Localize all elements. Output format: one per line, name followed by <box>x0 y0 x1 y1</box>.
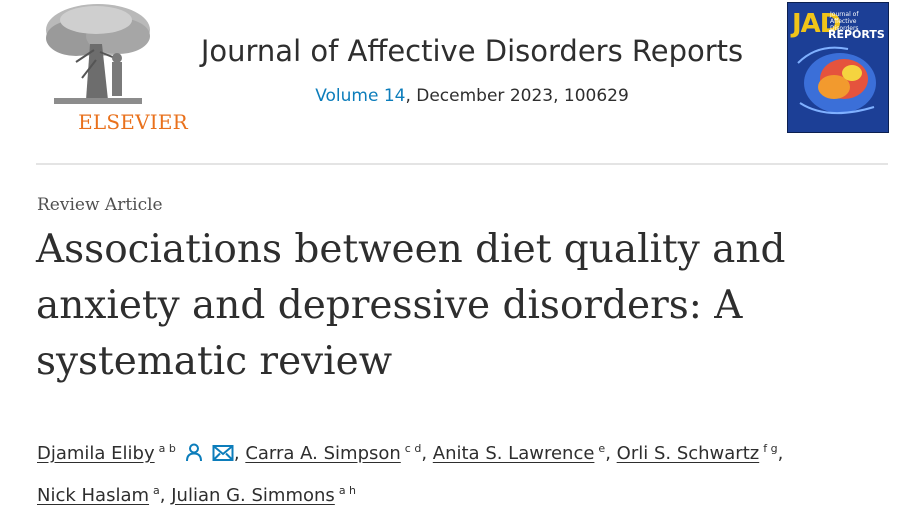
author-link[interactable]: Nick Haslam <box>37 485 150 506</box>
header-divider <box>36 163 888 165</box>
journal-header: ELSEVIER Journal of Affective Disorders … <box>0 0 905 165</box>
author-affiliations[interactable]: c d <box>404 442 422 455</box>
cover-reports: REPORTS <box>828 28 885 41</box>
journal-title[interactable]: Journal of Affective Disorders Reports <box>200 34 744 68</box>
author-link[interactable]: Djamila Eliby <box>37 443 155 464</box>
author-affiliations[interactable]: a b <box>158 442 176 455</box>
cover-subtitle: Journal of Affective Disorders <box>830 11 859 32</box>
email-icon[interactable] <box>212 444 234 462</box>
elsevier-tree-icon <box>36 0 158 108</box>
volume-link[interactable]: Volume 14 <box>315 86 406 106</box>
issue-details: , December 2023, 100629 <box>405 86 629 106</box>
person-icon[interactable] <box>184 442 204 462</box>
author-link[interactable]: Orli S. Schwartz <box>616 443 760 464</box>
author-affiliations[interactable]: a <box>153 484 160 497</box>
journal-cover[interactable]: JAD Journal of Affective Disorders REPOR… <box>787 2 889 133</box>
author-affiliations[interactable]: a h <box>338 484 357 497</box>
issue-line: Volume 14, December 2023, 100629 <box>172 86 772 106</box>
author-link[interactable]: Julian G. Simmons <box>171 485 335 506</box>
article-title: Associations between diet quality and an… <box>36 227 786 384</box>
author-link[interactable]: Carra A. Simpson <box>245 443 401 464</box>
author-affiliations[interactable]: f g <box>763 442 778 455</box>
publisher-name: ELSEVIER <box>78 110 188 134</box>
article-type: Review Article <box>37 195 163 215</box>
cover-title: JAD <box>792 9 841 39</box>
author-link[interactable]: Anita S. Lawrence <box>432 443 595 464</box>
author-affiliations[interactable]: e <box>598 442 606 455</box>
cover-brain-image <box>788 3 888 132</box>
elsevier-logo[interactable]: ELSEVIER <box>36 0 188 136</box>
author-list: Djamila Eliby a b, Carra A. Simpson c d, A… <box>37 442 784 506</box>
